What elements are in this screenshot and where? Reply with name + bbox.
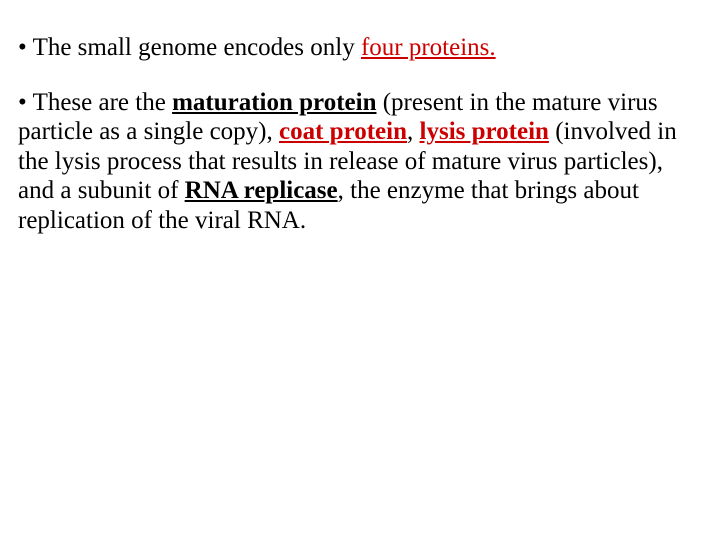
- run-term: maturation protein: [172, 89, 376, 116]
- run: ,: [407, 118, 420, 145]
- run-term: coat protein: [279, 118, 407, 145]
- bullet-1: • The small genome encodes only four pro…: [18, 33, 702, 63]
- run-term: lysis protein: [420, 118, 549, 145]
- run-highlight: four proteins.: [361, 34, 496, 61]
- bullet-marker: •: [18, 89, 27, 116]
- run: These are the: [27, 89, 172, 116]
- slide: • The small genome encodes only four pro…: [0, 0, 720, 540]
- run: The small genome encodes only: [27, 34, 361, 61]
- bullet-2: • These are the maturation protein (pres…: [18, 88, 702, 236]
- bullet-marker: •: [18, 34, 27, 61]
- run-term: RNA replicase: [185, 177, 338, 204]
